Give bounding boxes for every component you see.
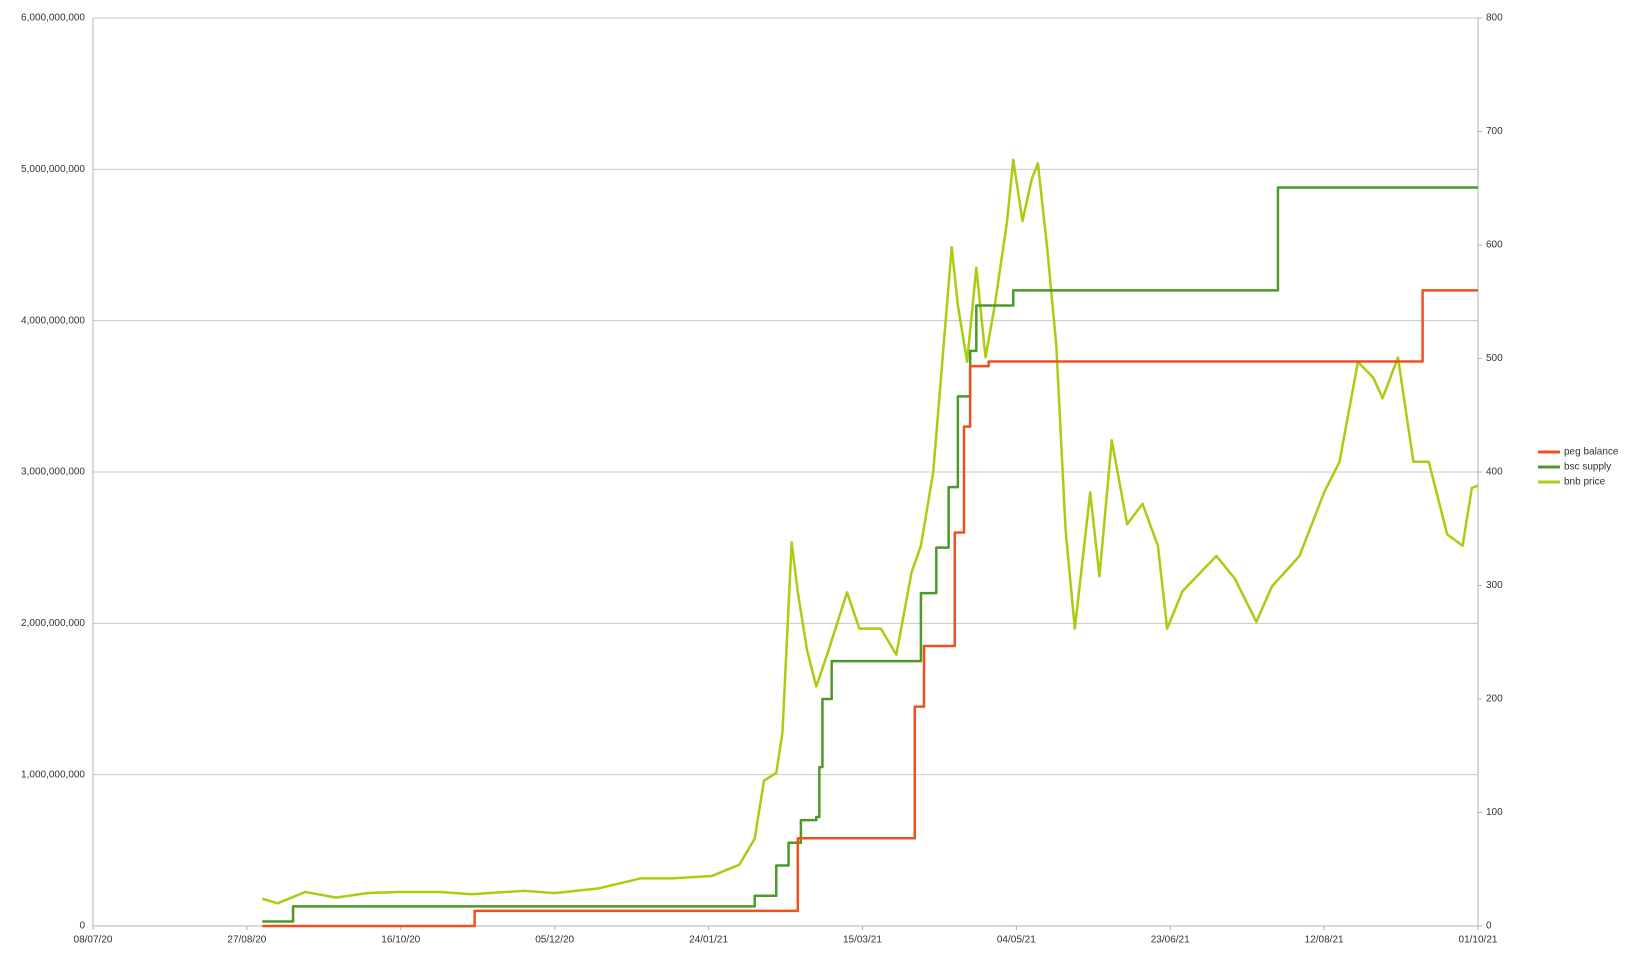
y-tick-label: 3,000,000,000 [21,467,85,478]
y2-tick-label: 800 [1486,13,1503,24]
y-tick-label: 2,000,000,000 [21,618,85,629]
x-tick-label: 12/08/21 [1305,935,1344,946]
series-line [262,289,1478,928]
x-tick-label: 16/10/20 [381,935,420,946]
y2-tick-label: 0 [1486,921,1492,932]
y2-tick-label: 500 [1486,353,1503,364]
y-tick-label: 6,000,000,000 [21,13,85,24]
x-tick-label: 23/06/21 [1151,935,1190,946]
y2-tick-label: 700 [1486,126,1503,137]
y2-tick-label: 200 [1486,694,1503,705]
y-tick-label: 0 [79,921,85,932]
legend-label: bnb price [1564,477,1606,488]
y2-tick-label: 400 [1486,467,1503,478]
legend-label: bsc supply [1564,462,1611,473]
x-tick-label: 15/03/21 [843,935,882,946]
y-tick-label: 5,000,000,000 [21,164,85,175]
y-tick-label: 4,000,000,000 [21,315,85,326]
x-tick-label: 08/07/20 [74,935,113,946]
x-tick-label: 05/12/20 [535,935,574,946]
y2-tick-label: 600 [1486,240,1503,251]
y2-tick-label: 100 [1486,807,1503,818]
x-tick-label: 24/01/21 [689,935,728,946]
x-tick-label: 01/10/21 [1459,935,1498,946]
x-tick-label: 04/05/21 [997,935,1036,946]
series-line [262,186,1478,923]
x-tick-label: 27/08/20 [227,935,266,946]
legend-label: peg balance [1564,447,1619,458]
series-line [261,158,1479,905]
y2-tick-label: 300 [1486,580,1503,591]
y-tick-label: 1,000,000,000 [21,769,85,780]
